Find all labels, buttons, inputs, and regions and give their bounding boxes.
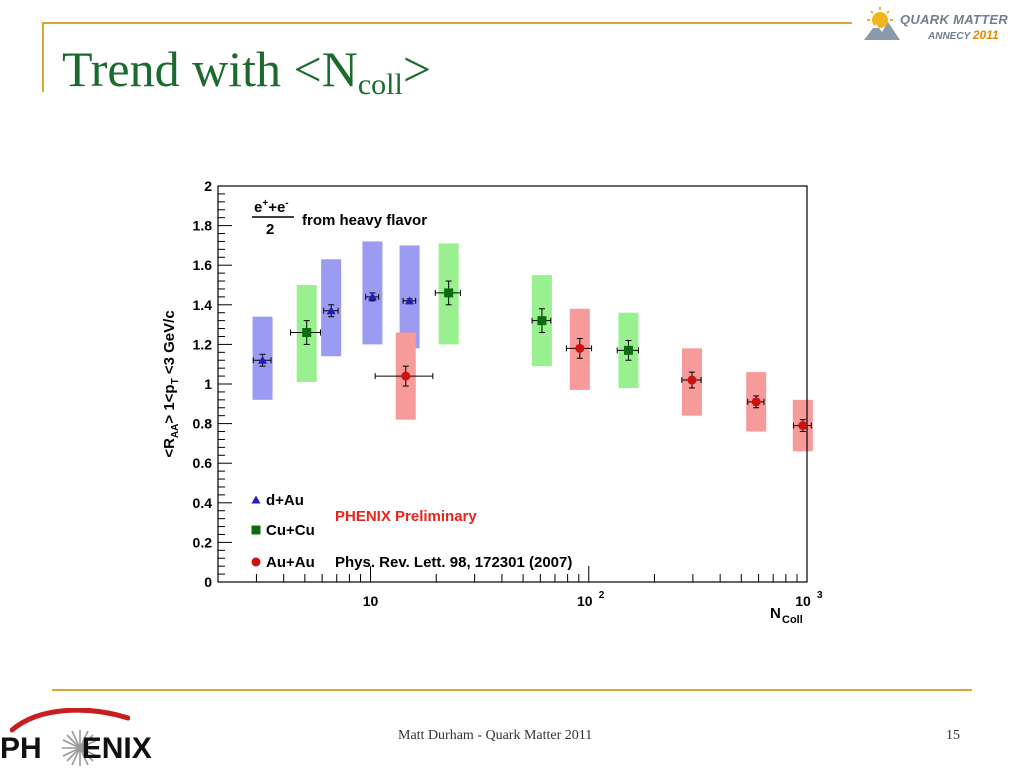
annotation-num-plus: +	[268, 199, 277, 216]
systematic-bands	[252, 241, 813, 452]
y-tick-label-1: 0.2	[193, 534, 213, 550]
phenix-starburst-icon	[62, 730, 98, 766]
footer-author: Matt Durham - Quark Matter 2011	[398, 728, 593, 743]
chart-container: 0 0.2 0.4 0.6 0.8 1 1.2 1.4 1.6 1.8 2 10 10 2 10 3 <RAA…	[150, 168, 850, 638]
mountain-sun-icon	[864, 7, 900, 40]
legend-marker-2	[251, 557, 261, 567]
x-tick-label-1: 10	[577, 593, 593, 609]
quark-matter-logo-year: 2011	[972, 28, 999, 42]
marker-square-1-3	[623, 345, 633, 355]
marker-circle-2-1	[575, 343, 585, 353]
raa-vs-ncoll-chart: 0 0.2 0.4 0.6 0.8 1 1.2 1.4 1.6 1.8 2 10 10 2 10 3 <RAA…	[161, 178, 823, 626]
heavy-flavor-annotation: e++e- 2 from heavy flavor	[252, 198, 427, 238]
slide-title-main: Trend with <N	[62, 41, 358, 97]
marker-square-1-1	[444, 288, 454, 298]
title-frame-top-line	[42, 22, 852, 24]
phenix-logo-part1: PH	[0, 732, 42, 765]
legend: d+Au Cu+Cu Au+Au	[251, 492, 315, 571]
marker-circle-2-3	[751, 397, 761, 407]
marker-circle-2-0	[401, 371, 411, 381]
marker-square-1-0	[302, 328, 312, 338]
slide-title: Trend with <Ncoll>	[62, 44, 431, 100]
phenix-logo: PH ENIX	[0, 706, 180, 768]
quark-matter-logo-city: ANNECY	[928, 31, 971, 42]
y-label-sub-a: AA	[170, 424, 181, 438]
y-tick-label-2: 0.4	[193, 495, 213, 511]
y-tick-label-7: 1.4	[193, 297, 213, 313]
quark-matter-logo-line1: QUARK MATTER	[900, 12, 1009, 27]
y-tick-label-9: 1.8	[193, 218, 213, 234]
x-label-sub: Coll	[782, 614, 803, 626]
title-frame-left-line	[42, 22, 44, 92]
footer-divider	[52, 689, 972, 691]
y-axis-label: <RAA> 1<pT <3 GeV/c	[161, 310, 181, 457]
marker-triangle-0-0	[258, 355, 268, 364]
y-label-part-c: <3 GeV/c	[161, 310, 178, 378]
phenix-logo-part2: ENIX	[81, 732, 152, 765]
reference-label: Phys. Rev. Lett. 98, 172301 (2007)	[335, 554, 572, 571]
x-tick-label-2: 10	[795, 593, 811, 609]
annotation-num-sup2: -	[285, 198, 288, 209]
y-tick-label-8: 1.6	[193, 257, 213, 273]
legend-label-1: Cu+Cu	[266, 522, 315, 539]
x-tick-label-0: 10	[363, 593, 379, 609]
phenix-logo-text: PH ENIX	[0, 732, 152, 766]
marker-triangle-0-1	[326, 306, 336, 315]
legend-label-0: d+Au	[266, 492, 304, 509]
annotation-num-e1: e	[254, 199, 262, 216]
phenix-swoosh-icon	[10, 708, 130, 733]
page-number: 15	[946, 728, 960, 743]
y-label-part-a: <R	[161, 438, 178, 458]
annotation-denominator: 2	[266, 221, 274, 238]
y-label-part-b: > 1<p	[161, 384, 178, 423]
y-label-sub-b: T	[170, 378, 181, 384]
y-tick-label-0: 0	[204, 574, 212, 590]
marker-square-1-2	[537, 316, 547, 326]
x-tick-exponent-1: 2	[599, 590, 605, 601]
annotation-num-e2: e	[277, 199, 285, 216]
x-tick-exponent-2: 3	[817, 590, 823, 601]
slide-title-end: >	[402, 41, 432, 97]
annotation-text: from heavy flavor	[302, 212, 427, 229]
marker-triangle-0-3	[405, 296, 415, 305]
y-tick-label-4: 0.8	[193, 416, 213, 432]
annotation-num-sup1: +	[262, 198, 268, 209]
legend-marker-1	[251, 525, 261, 535]
annotation-numerator: e++e-	[254, 198, 289, 216]
slide-title-subscript: coll	[357, 68, 403, 101]
y-tick-label-3: 0.6	[193, 455, 213, 471]
quark-matter-logo: QUARK MATTER ANNECY 2011	[862, 4, 1012, 46]
legend-marker-0	[251, 495, 261, 504]
marker-circle-2-4	[798, 421, 808, 431]
x-label-main: N	[770, 605, 781, 622]
legend-label-2: Au+Au	[266, 554, 315, 571]
marker-circle-2-2	[687, 375, 697, 385]
marker-triangle-0-2	[367, 292, 377, 301]
data-markers	[258, 288, 808, 431]
preliminary-label: PHENIX Preliminary	[335, 508, 477, 525]
quark-matter-logo-line2: ANNECY 2011	[928, 28, 999, 42]
axis-ticks: 0 0.2 0.4 0.6 0.8 1 1.2 1.4 1.6 1.8 2 10 10 2 10 3	[193, 178, 823, 609]
x-axis-label: N Coll	[770, 605, 803, 626]
y-tick-label-6: 1.2	[193, 336, 213, 352]
y-tick-label-10: 2	[204, 178, 212, 194]
y-tick-label-5: 1	[204, 376, 212, 392]
